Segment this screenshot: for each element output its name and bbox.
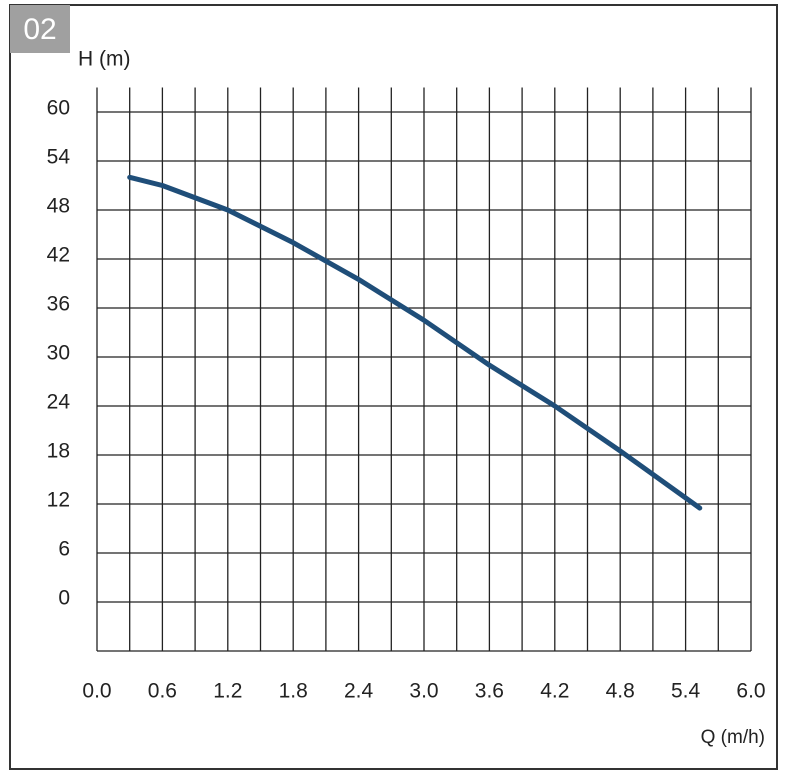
x-tick-label: 2.4 [344,680,374,703]
y-tick-label: 54 [47,146,71,169]
y-tick-label: 12 [47,489,70,512]
y-tick-label: 24 [47,391,71,414]
x-tick-label: 0.0 [82,680,111,703]
x-tick-label: 1.2 [213,680,242,703]
x-tick-label: 3.0 [409,680,438,703]
y-axis-label: H (m) [78,48,130,71]
y-tick-label: 42 [47,244,70,267]
x-axis-label: Q (m/h) [701,727,765,748]
panel-label: 02 [23,13,56,46]
x-tick-label: 5.4 [671,680,701,703]
y-tick-label: 36 [47,293,70,316]
y-tick-label: 18 [47,440,70,463]
y-tick-label: 48 [47,195,70,218]
x-tick-label: 0.6 [148,680,177,703]
badge [10,5,70,53]
curve [127,174,703,511]
y-tick-label: 60 [47,97,70,120]
x-tick-label: 1.8 [279,680,308,703]
y-tick-label: 30 [47,342,70,365]
x-tick-label: 4.2 [540,680,569,703]
x-tick-label: 3.6 [475,680,504,703]
x-tick-label: 6.0 [736,680,765,703]
y-tick-label: 0 [58,587,70,610]
frame [9,4,778,770]
y-tick-label: 6 [58,538,70,561]
x-tick-label: 4.8 [606,680,635,703]
